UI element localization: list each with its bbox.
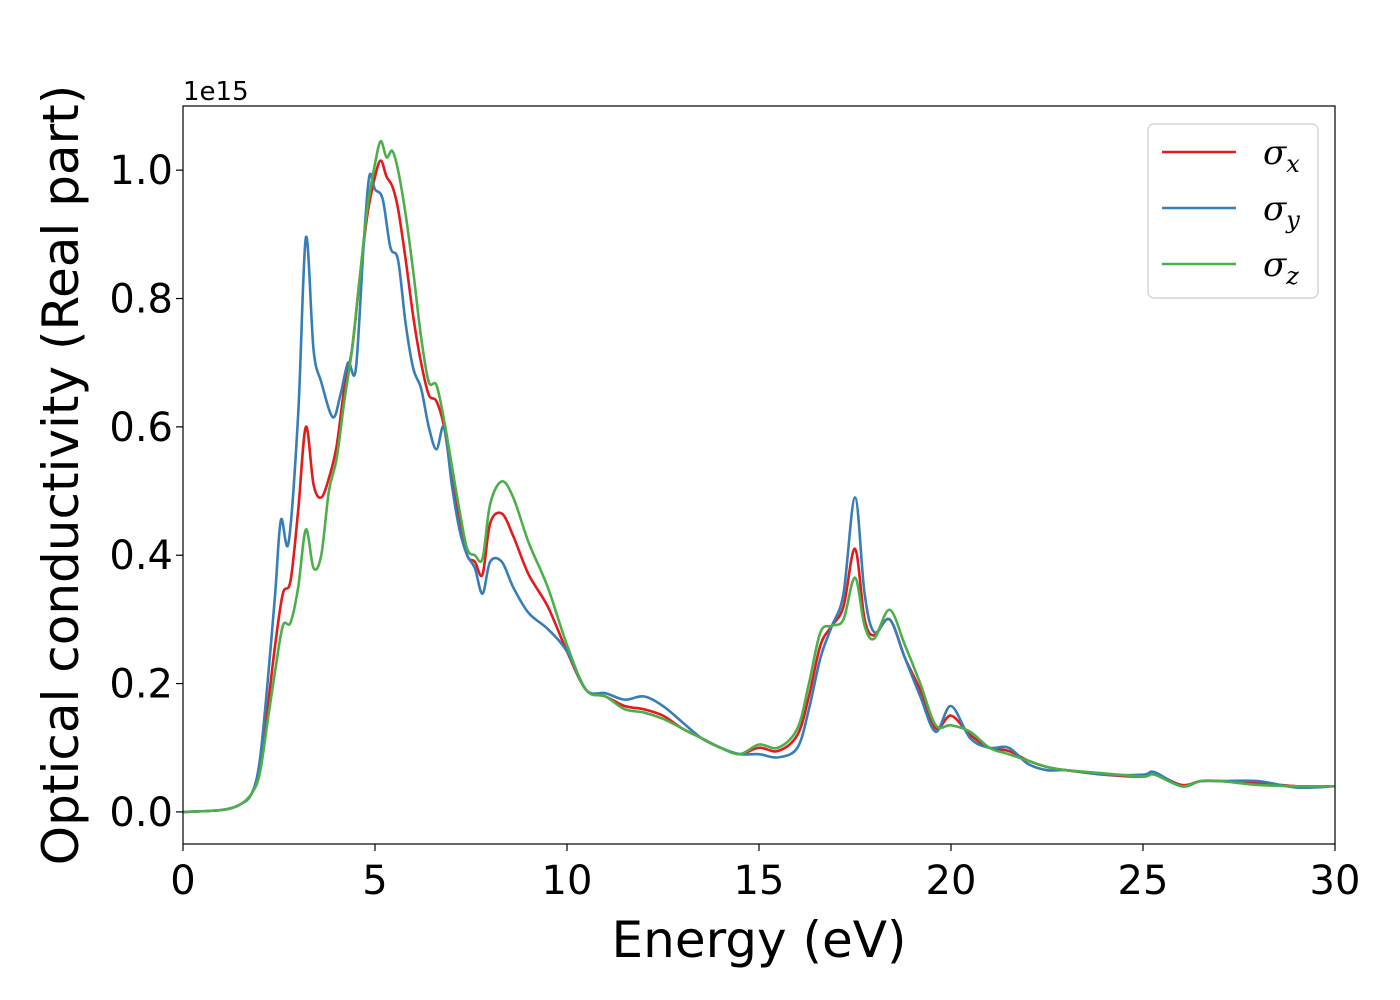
series-line-sigma-y	[183, 172, 1335, 814]
x-tick-label: 25	[1118, 858, 1169, 904]
y-tick-label: 1.0	[109, 148, 173, 194]
legend-label: σz	[1263, 245, 1299, 290]
legend-box	[1147, 123, 1319, 299]
legend: σx σy σz	[1147, 123, 1319, 299]
x-tick-label: 0	[170, 858, 195, 904]
x-tick-label: 30	[1310, 858, 1361, 904]
legend-entries: σx σy σz	[1162, 133, 1300, 290]
y-tick-label: 0.0	[109, 790, 173, 836]
legend-label: σy	[1263, 189, 1300, 234]
series-lines	[183, 139, 1335, 814]
x-axis-ticks: 0 5 10 15 20 25 30	[170, 844, 1360, 904]
y-axis-label: Optical conductivity (Real part)	[32, 85, 90, 866]
y-axis-ticks: 0.0 0.2 0.4 0.6 0.8 1.0	[109, 148, 183, 836]
x-axis-label: Energy (eV)	[612, 911, 907, 969]
series-line-sigma-z	[183, 139, 1335, 814]
x-tick-label: 20	[926, 858, 977, 904]
y-tick-label: 0.8	[109, 277, 173, 323]
legend-label: σx	[1263, 133, 1300, 178]
y-tick-label: 0.2	[109, 662, 173, 708]
x-tick-label: 10	[542, 858, 593, 904]
x-tick-label: 5	[362, 858, 387, 904]
y-tick-label: 0.6	[109, 405, 173, 451]
x-tick-label: 15	[734, 858, 785, 904]
y-tick-label: 0.4	[109, 533, 173, 579]
y-offset-label: 1e15	[183, 77, 249, 107]
